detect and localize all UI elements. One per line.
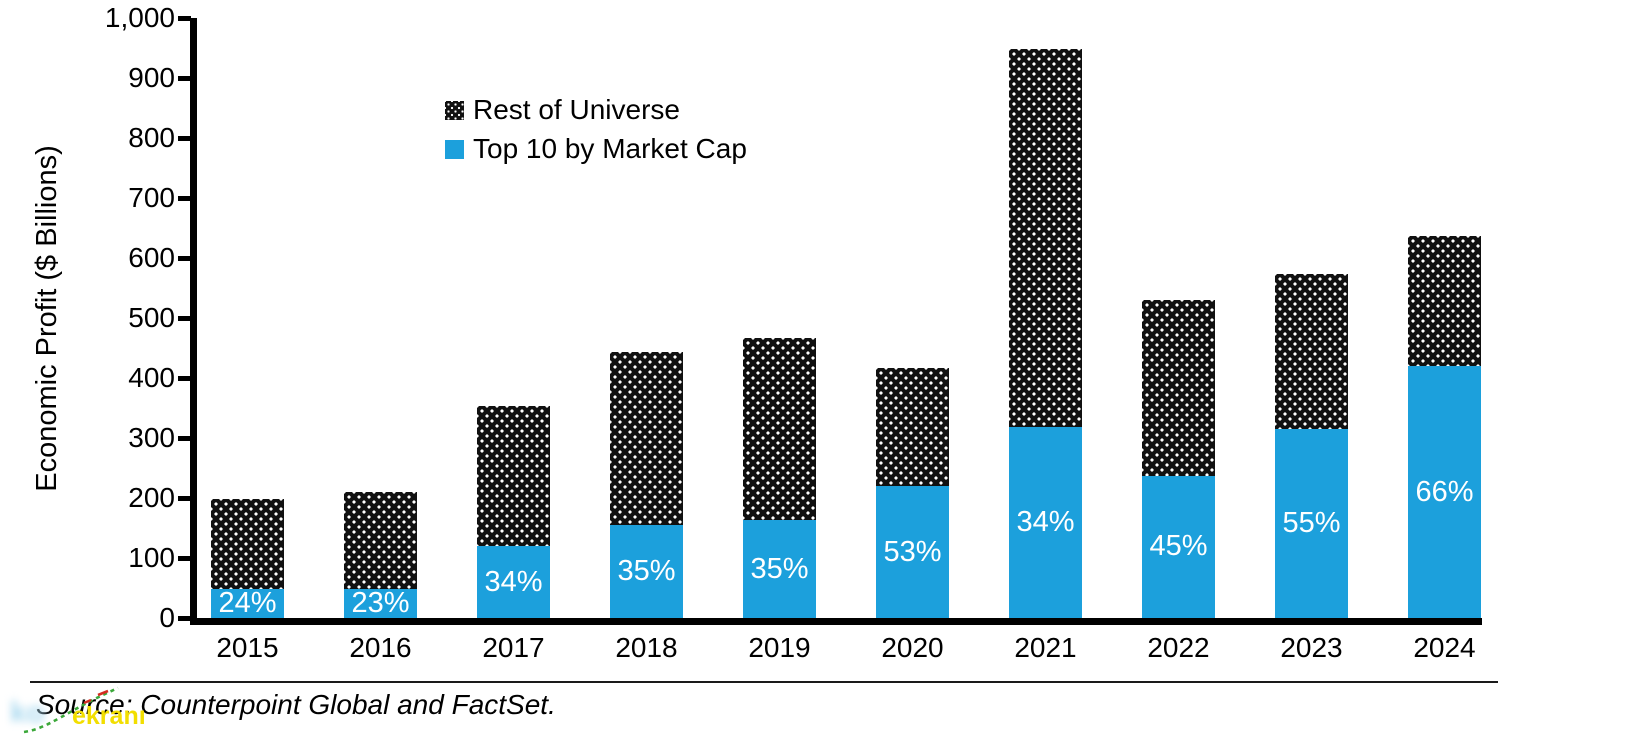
y-axis-tick-label: 600 [128,242,175,273]
segment-rest-of-universe [1142,300,1215,476]
segment-top10: 34% [1009,427,1082,618]
y-axis-tick [178,75,191,81]
y-axis-tick [178,135,191,141]
bar-2019: 35% [743,337,816,618]
x-axis-label-2024: 2024 [1413,632,1476,663]
y-axis-tick [178,615,191,621]
segment-rest-of-universe [743,337,816,521]
segment-top10: 24% [211,589,284,618]
x-axis-label-2021: 2021 [1014,632,1077,663]
x-axis-label-2015: 2015 [216,632,279,663]
segment-rest-of-universe [211,499,284,590]
y-axis-tick [178,435,191,441]
y-axis-title-wrap: Economic Profit ($ Billions) [22,18,72,618]
y-axis-tick [178,315,191,321]
bar-percent-label: 35% [617,555,676,587]
y-axis-tick-label: 500 [128,302,175,333]
y-axis-tick-label: 300 [128,422,175,453]
bar-percent-label: 34% [484,565,543,598]
y-axis-tick [178,15,191,21]
bar-2017: 34% [477,406,550,618]
segment-top10: 55% [1275,429,1348,618]
x-axis-labels: 2015 2016 2017 2018 2019 2020 2021 2022 2023 2024 [197,632,1482,666]
y-axis-tick-label: 700 [128,182,175,213]
x-axis-label-2023: 2023 [1280,632,1343,663]
y-axis-tick [178,375,191,381]
segment-rest-of-universe [610,352,683,525]
bar-percent-label: 35% [750,552,809,585]
segment-top10: 66% [1408,366,1481,618]
y-axis-tick-label: 100 [128,542,175,573]
y-axis-tick [178,495,191,501]
bar-percent-label: 34% [1016,506,1075,539]
x-axis-label-2022: 2022 [1147,632,1210,663]
bar-2022: 45% [1142,300,1215,618]
segment-rest-of-universe [1275,274,1348,429]
y-axis-tick-label: 900 [128,62,175,93]
y-axis-tick [178,555,191,561]
y-axis-tick-label: 1,000 [104,2,175,33]
bar-2016: 23% [344,492,417,618]
footer-divider [30,681,1498,683]
segment-rest-of-universe [344,492,417,590]
bar-2015: 24% [211,499,284,618]
segment-rest-of-universe [1009,49,1082,428]
bar-percent-label: 23% [351,587,410,620]
bar-percent-label: 24% [218,587,277,620]
legend: Rest of Universe Top 10 by Market Cap [445,94,747,165]
rest-of-universe-swatch-icon [445,100,464,120]
y-axis-title: Economic Profit ($ Billions) [30,144,63,492]
legend-item-top10: Top 10 by Market Cap [445,133,747,165]
segment-top10: 53% [876,486,949,618]
plot-area: Rest of Universe Top 10 by Market Cap 1,… [105,3,1482,633]
y-axis-tick-label: 0 [159,602,175,633]
segment-top10: 35% [743,520,816,618]
x-axis-label-2017: 2017 [482,632,545,663]
segment-top10: 23% [344,589,417,618]
bar-percent-label: 55% [1282,507,1341,539]
bar-2020: 53% [876,367,949,618]
bar-2018: 35% [610,352,683,618]
y-axis-tick-label: 400 [128,362,175,393]
segment-top10: 45% [1142,475,1215,618]
y-axis-tick [178,255,191,261]
bar-2021: 34% [1009,49,1082,618]
segment-rest-of-universe [876,367,949,486]
legend-label: Rest of Universe [473,94,680,125]
y-axis-tick [178,195,191,201]
x-axis-label-2020: 2020 [881,632,944,663]
source-note: Source: Counterpoint Global and FactSet. [36,689,556,720]
top10-swatch-icon [445,139,464,159]
bar-percent-label: 53% [883,535,942,568]
legend-item-rest-of-universe: Rest of Universe [445,94,747,126]
legend-label: Top 10 by Market Cap [473,133,747,164]
x-axis-label-2019: 2019 [748,632,811,663]
segment-top10: 35% [610,525,683,618]
x-axis-label-2018: 2018 [615,632,678,663]
segment-rest-of-universe [477,406,550,546]
bar-2024: 66% [1408,236,1481,618]
segment-rest-of-universe [1408,236,1481,366]
y-axis-tick-label: 200 [128,482,175,513]
bar-percent-label: 45% [1149,530,1208,563]
bar-2023: 55% [1275,274,1348,618]
y-axis-tick-label: 800 [128,122,175,153]
bar-percent-label: 66% [1415,475,1474,508]
segment-top10: 34% [477,546,550,618]
x-axis-label-2016: 2016 [349,632,412,663]
